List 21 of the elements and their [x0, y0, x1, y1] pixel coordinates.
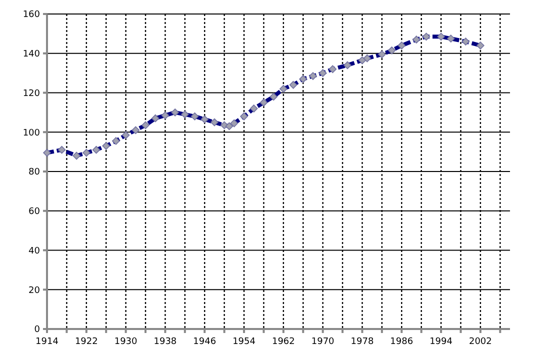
x-tick-label: 2002: [468, 337, 492, 347]
y-tick-label: 20: [28, 286, 40, 296]
x-tick-label: 1938: [154, 337, 177, 347]
x-tick-label: 1930: [114, 337, 138, 347]
y-tick-label: 60: [28, 207, 40, 218]
y-tick-label: 0: [34, 325, 40, 336]
y-tick-label: 140: [22, 50, 40, 60]
x-tick-label: 1986: [390, 337, 414, 347]
x-tick-label: 1922: [74, 337, 98, 347]
y-tick-label: 160: [22, 10, 40, 20]
x-tick-label: 1946: [193, 337, 216, 347]
x-tick-label: 1954: [232, 337, 256, 347]
x-tick-label: 1978: [350, 337, 374, 347]
x-tick-label: 1962: [272, 337, 295, 347]
y-tick-label: 120: [22, 88, 40, 99]
y-tick-label: 100: [22, 128, 40, 138]
y-tick-label: 80: [28, 168, 40, 178]
x-tick-label: 1970: [311, 337, 335, 347]
x-tick-label: 1914: [36, 337, 59, 347]
y-tick-label: 40: [28, 246, 40, 256]
x-tick-label: 1994: [430, 337, 453, 347]
